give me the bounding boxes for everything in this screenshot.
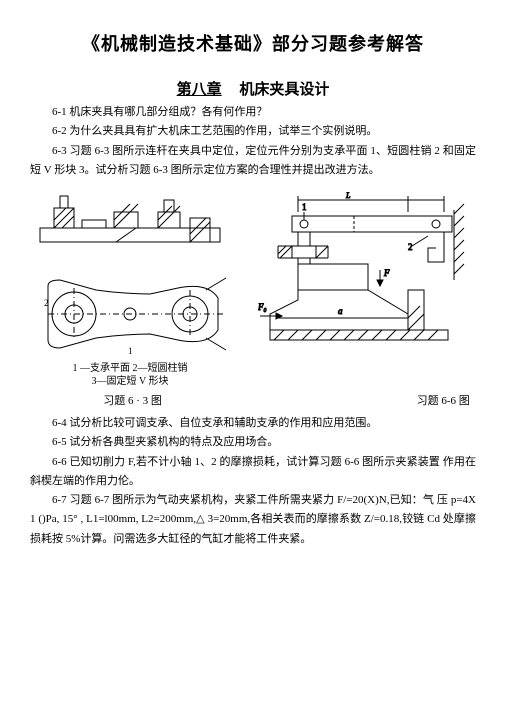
chapter-heading: 第八章 机床夹具设计 bbox=[30, 78, 476, 99]
svg-text:a: a bbox=[338, 306, 343, 316]
legend-line-1: 1 —支承平面 2—短圆柱销 bbox=[30, 362, 230, 375]
question-6-5: 6-5 试分析各典型夹紧机构的特点及应用场合。 bbox=[30, 433, 476, 452]
document-title: 《机械制造技术基础》部分习题参考解答 bbox=[30, 30, 476, 56]
marker-2: 2 bbox=[44, 298, 49, 308]
svg-text:2: 2 bbox=[408, 242, 413, 252]
question-6-4: 6-4 试分析比较可调支承、自位支承和辅助支承的作用和应用范围。 bbox=[30, 414, 476, 433]
caption-6-3: 习题 6 · 3 图 bbox=[30, 392, 235, 408]
figure-6-3: 2 1 1 —支承平面 2—短圆柱销 3—固定短 V 形块 bbox=[30, 190, 230, 388]
chapter-number: 第八章 bbox=[177, 82, 222, 98]
question-6-6: 6-6 已知切削力 F,若不计小轴 1、2 的摩擦损耗，试计算习题 6-6 图所… bbox=[30, 453, 476, 492]
figure-6-6-svg: L bbox=[258, 190, 468, 380]
figure-6-6: L bbox=[258, 190, 468, 380]
svg-text:F₀: F₀ bbox=[258, 302, 267, 312]
chapter-name: 机床夹具设计 bbox=[239, 82, 329, 98]
question-6-7: 6-7 习题 6-7 图所示为气动夹紧机构，夹紧工件所需夹紧力 F/=20(X)… bbox=[30, 491, 476, 549]
svg-text:1: 1 bbox=[302, 202, 307, 212]
legend-line-2: 3—固定短 V 形块 bbox=[30, 375, 230, 388]
figure-row: 2 1 1 —支承平面 2—短圆柱销 3—固定短 V 形块 L bbox=[30, 190, 476, 388]
svg-text:L: L bbox=[345, 191, 351, 200]
svg-text:F: F bbox=[383, 268, 390, 278]
figure-6-3-svg: 2 1 bbox=[30, 190, 230, 360]
figure-6-3-legend: 1 —支承平面 2—短圆柱销 3—固定短 V 形块 bbox=[30, 362, 230, 388]
caption-6-6: 习题 6-6 图 bbox=[238, 392, 470, 408]
figure-captions: 习题 6 · 3 图 习题 6-6 图 bbox=[30, 392, 476, 408]
question-6-3: 6-3 习题 6-3 图所示连杆在夹具中定位，定位元件分别为支承平面 1、短圆柱… bbox=[30, 142, 476, 181]
question-6-2: 6-2 为什么夹具具有扩大机床工艺范围的作用，试举三个实例说明。 bbox=[30, 122, 476, 141]
question-6-1: 6-1 机床夹具有哪几部分组成？各有何作用？ bbox=[30, 103, 476, 122]
marker-1: 1 bbox=[128, 346, 133, 356]
